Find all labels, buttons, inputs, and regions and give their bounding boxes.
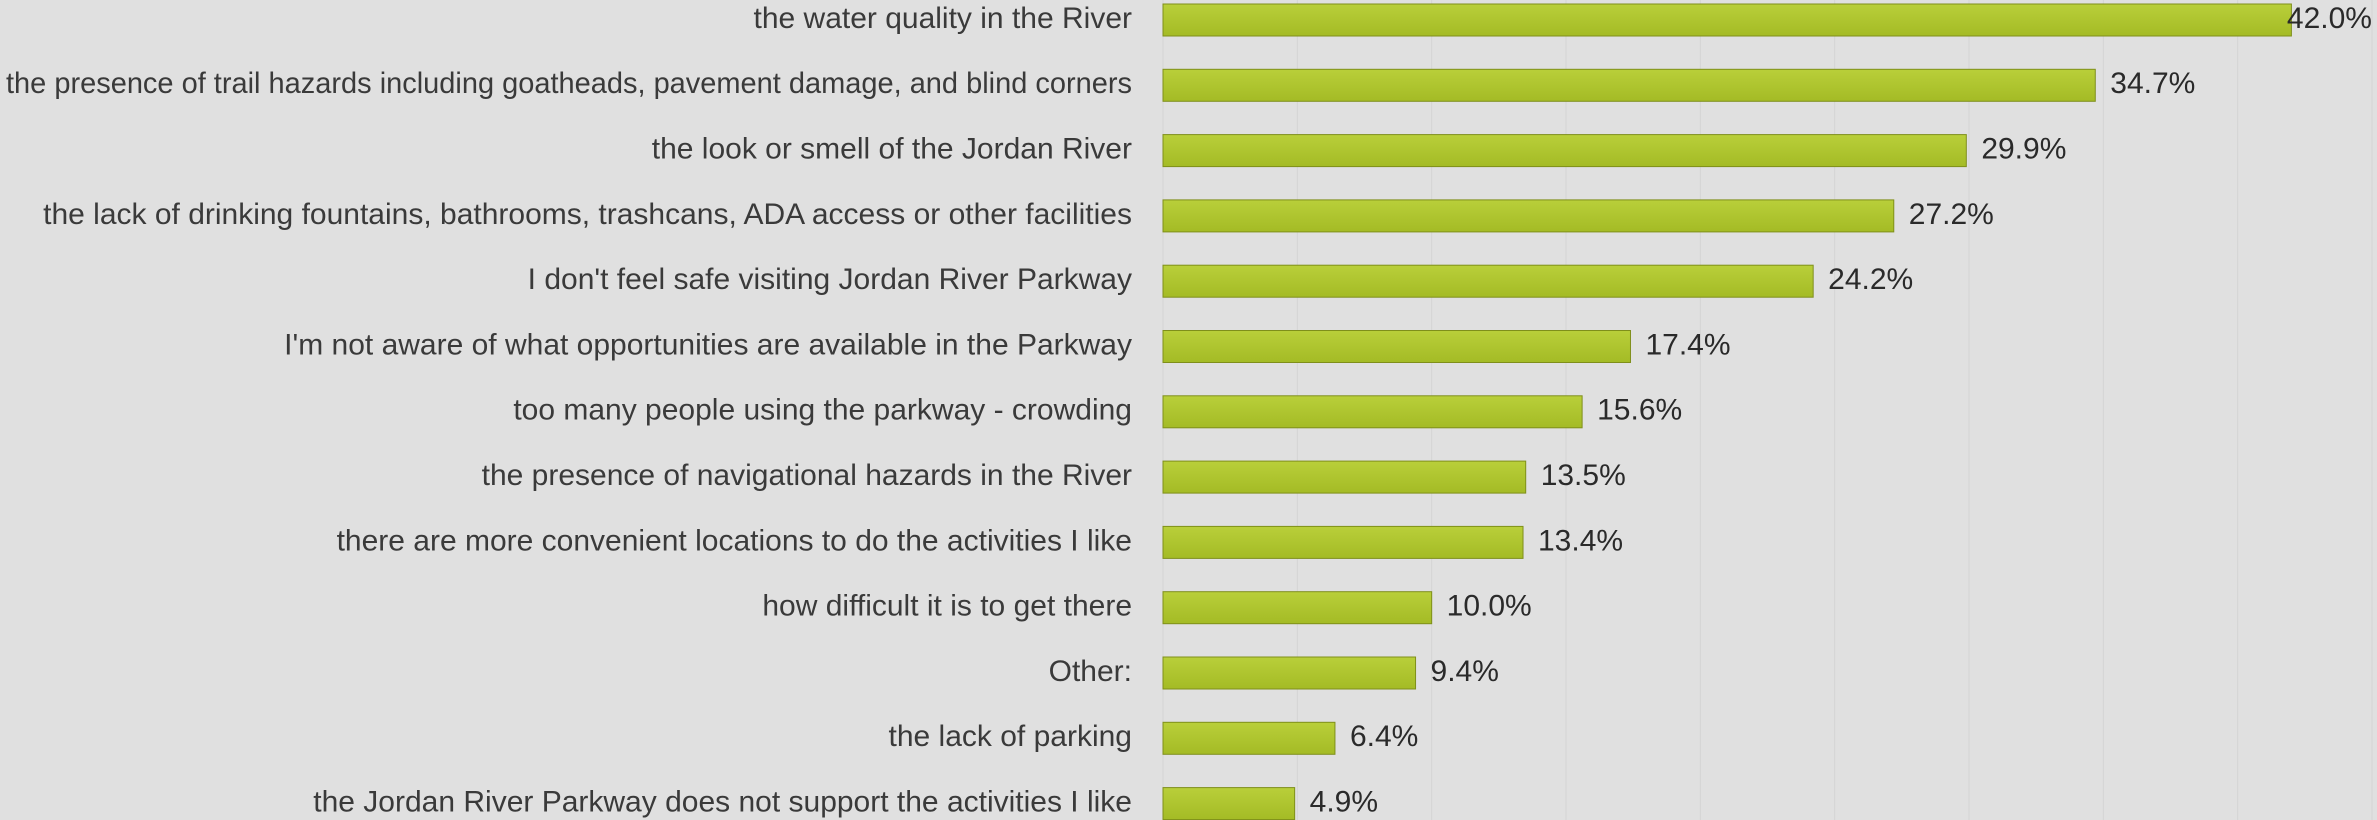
bar [1162, 330, 1631, 363]
data-label: 10.0% [1447, 590, 1532, 623]
category-label: the look or smell of the Jordan River [652, 133, 1132, 166]
category-label: the water quality in the River [753, 2, 1132, 35]
bar [1162, 134, 1967, 168]
data-label: 6.4% [1350, 720, 1418, 753]
bars [1162, 3, 2292, 820]
data-label: 15.6% [1597, 394, 1682, 427]
category-label: the Jordan River Parkway does not suppor… [313, 786, 1132, 819]
category-label: there are more convenient locations to d… [337, 524, 1132, 557]
data-label: 9.4% [1431, 655, 1499, 688]
bar [1162, 395, 1583, 429]
bar [1162, 68, 2096, 102]
category-label: the lack of drinking fountains, bathroom… [43, 198, 1132, 231]
category-label: too many people using the parkway - crow… [513, 394, 1132, 427]
bar [1162, 721, 1336, 755]
data-label: 24.2% [1828, 263, 1913, 296]
category-label: the presence of navigational hazards in … [482, 459, 1132, 492]
data-label: 42.0% [2287, 2, 2372, 35]
data-label: 34.7% [2110, 67, 2195, 100]
data-label: 27.2% [1909, 198, 1994, 231]
bar [1162, 525, 1524, 559]
bar [1162, 656, 1417, 690]
data-label: 13.5% [1541, 459, 1626, 492]
bar [1162, 460, 1527, 494]
bar [1162, 3, 2292, 37]
bar [1162, 591, 1433, 625]
data-label: 4.9% [1310, 786, 1378, 819]
bar [1162, 264, 1814, 298]
category-label: the lack of parking [889, 720, 1132, 753]
bar [1162, 787, 1296, 820]
category-label: Other: [1049, 655, 1132, 688]
category-labels: the water quality in the River the presen… [6, 2, 1132, 819]
category-label: I don't feel safe visiting Jordan River … [528, 263, 1132, 296]
category-label: how difficult it is to get there [762, 590, 1132, 623]
data-label: 13.4% [1538, 524, 1623, 557]
category-label: I'm not aware of what opportunities are … [284, 328, 1132, 361]
category-label: the presence of trail hazards including … [6, 67, 1132, 100]
data-label: 29.9% [1981, 133, 2066, 166]
bar [1162, 199, 1895, 233]
data-label: 17.4% [1645, 328, 1730, 361]
value-labels: 42.0% 34.7% 29.9% 27.2% 24.2% 17.4% 15.6% 13.5%… [1310, 2, 2372, 819]
